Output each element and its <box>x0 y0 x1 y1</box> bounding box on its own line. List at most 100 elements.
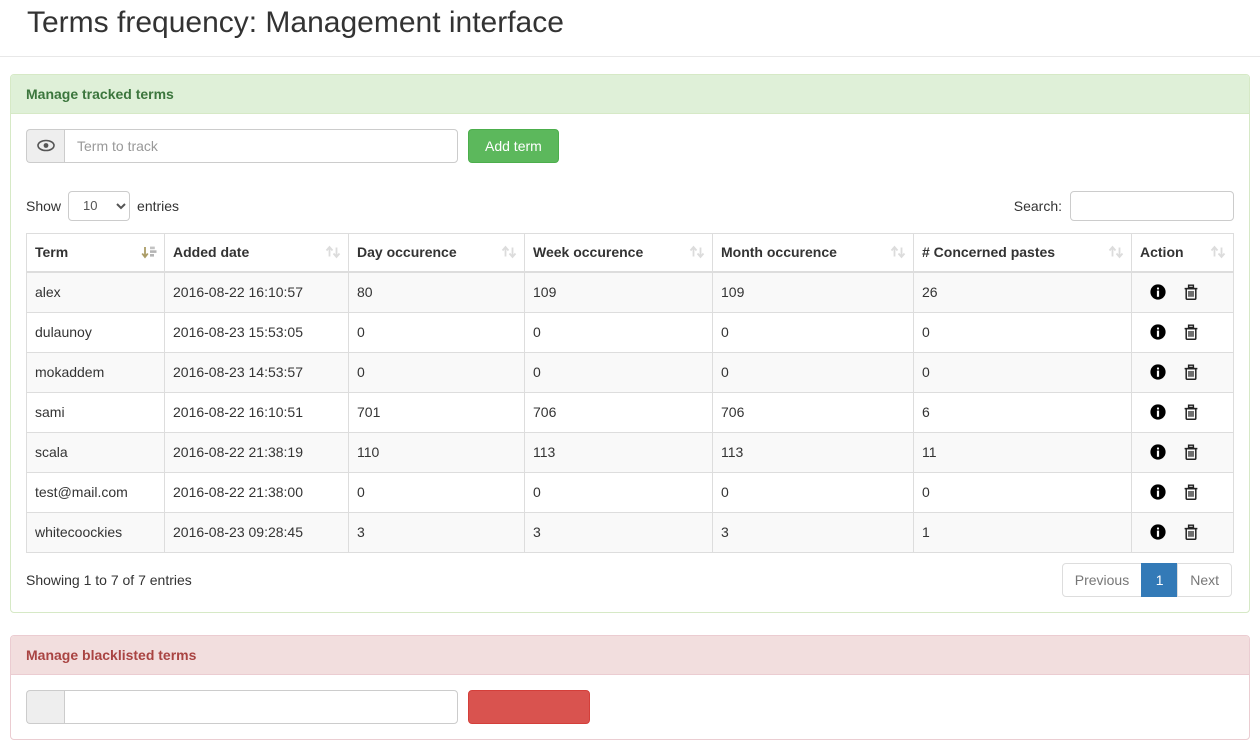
trash-icon[interactable] <box>1183 284 1199 300</box>
sort-both-icon <box>325 246 341 258</box>
sort-both-icon <box>501 246 517 258</box>
cell-month: 3 <box>712 511 914 553</box>
tracked-terms-panel-body: Add term Show 10 entries Search: <box>11 114 1249 612</box>
column-header-concerned-pastes[interactable]: # Concerned pastes <box>913 232 1132 273</box>
info-circle-icon[interactable] <box>1150 404 1166 420</box>
table-row: mokaddem 2016-08-23 14:53:57 0 0 0 0 <box>26 351 1234 393</box>
cell-week: 113 <box>524 431 713 473</box>
blacklist-term-button[interactable] <box>468 689 590 724</box>
trash-icon[interactable] <box>1183 364 1199 380</box>
cell-term: whitecoockies <box>26 511 165 553</box>
cell-term: sami <box>26 391 165 433</box>
datatable-footer: Showing 1 to 7 of 7 entries Previous 1 N… <box>26 562 1234 597</box>
cell-term: mokaddem <box>26 351 165 393</box>
cell-day: 701 <box>348 391 525 433</box>
title-divider <box>0 55 1260 57</box>
column-header-term[interactable]: Term <box>26 232 165 273</box>
cell-action <box>1131 311 1234 353</box>
tracked-terms-panel: Manage tracked terms Add term Show 10 en… <box>10 73 1250 613</box>
cell-month: 706 <box>712 391 914 433</box>
cell-week: 706 <box>524 391 713 433</box>
trash-icon[interactable] <box>1183 404 1199 420</box>
pagination-next[interactable]: Next <box>1177 562 1232 597</box>
trash-icon[interactable] <box>1183 484 1199 500</box>
entries-label: entries <box>137 197 180 214</box>
datatable-controls: Show 10 entries Search: <box>26 190 1234 221</box>
cell-pastes: 0 <box>913 351 1132 393</box>
cell-term: alex <box>26 271 165 313</box>
cell-pastes: 11 <box>913 431 1132 473</box>
cell-added: 2016-08-22 16:10:51 <box>164 391 349 433</box>
add-term-button[interactable]: Add term <box>468 128 559 163</box>
term-input-group <box>26 128 458 163</box>
tracked-terms-panel-header: Manage tracked terms <box>11 74 1249 114</box>
trash-icon[interactable] <box>1183 324 1199 340</box>
table-search-input[interactable] <box>1070 190 1234 221</box>
blacklisted-terms-panel-body <box>11 675 1249 739</box>
page-title: Terms frequency: Management interface <box>27 6 564 39</box>
eye-icon <box>26 128 64 163</box>
cell-added: 2016-08-23 14:53:57 <box>164 351 349 393</box>
cell-action <box>1131 471 1234 513</box>
show-label: Show <box>26 197 62 214</box>
cell-day: 0 <box>348 311 525 353</box>
info-circle-icon[interactable] <box>1150 284 1166 300</box>
column-header-week-occurence[interactable]: Week occurence <box>524 232 713 273</box>
cell-pastes: 0 <box>913 311 1132 353</box>
info-circle-icon[interactable] <box>1150 524 1166 540</box>
table-row: alex 2016-08-22 16:10:57 80 109 109 26 <box>26 271 1234 313</box>
sort-both-icon <box>1108 246 1124 258</box>
addon-icon <box>26 689 64 724</box>
column-header-added-date[interactable]: Added date <box>164 232 349 273</box>
cell-month: 109 <box>712 271 914 313</box>
cell-term: scala <box>26 431 165 473</box>
column-header-month-occurence[interactable]: Month occurence <box>712 232 914 273</box>
blacklist-term-form <box>26 689 1234 724</box>
cell-action <box>1131 351 1234 393</box>
cell-action <box>1131 511 1234 553</box>
tracked-terms-table: Term Added date Day occurence Week occur… <box>26 232 1234 553</box>
term-to-track-input[interactable] <box>64 128 458 163</box>
cell-day: 0 <box>348 471 525 513</box>
cell-pastes: 0 <box>913 471 1132 513</box>
blacklist-input-group <box>26 689 458 724</box>
sort-both-icon <box>890 246 906 258</box>
cell-action <box>1131 431 1234 473</box>
table-row: sami 2016-08-22 16:10:51 701 706 706 6 <box>26 391 1234 433</box>
info-circle-icon[interactable] <box>1150 364 1166 380</box>
cell-added: 2016-08-22 21:38:00 <box>164 471 349 513</box>
blacklisted-terms-panel-header: Manage blacklisted terms <box>11 635 1249 675</box>
pagination-previous[interactable]: Previous <box>1061 562 1143 597</box>
pagination-page-1[interactable]: 1 <box>1141 562 1179 597</box>
table-info-text: Showing 1 to 7 of 7 entries <box>26 571 192 588</box>
cell-week: 3 <box>524 511 713 553</box>
info-circle-icon[interactable] <box>1150 444 1166 460</box>
cell-term: test@mail.com <box>26 471 165 513</box>
cell-pastes: 1 <box>913 511 1132 553</box>
sort-both-icon <box>1210 246 1226 258</box>
cell-week: 109 <box>524 271 713 313</box>
sort-both-icon <box>689 246 705 258</box>
cell-action <box>1131 391 1234 433</box>
table-row: dulaunoy 2016-08-23 15:53:05 0 0 0 0 <box>26 311 1234 353</box>
trash-icon[interactable] <box>1183 524 1199 540</box>
sort-ascending-icon <box>141 245 157 258</box>
column-header-action[interactable]: Action <box>1131 232 1234 273</box>
cell-month: 113 <box>712 431 914 473</box>
table-row: scala 2016-08-22 21:38:19 110 113 113 11 <box>26 431 1234 473</box>
cell-added: 2016-08-23 15:53:05 <box>164 311 349 353</box>
page-length-select[interactable]: 10 <box>68 190 131 221</box>
cell-added: 2016-08-22 16:10:57 <box>164 271 349 313</box>
search-label: Search: <box>1013 197 1062 214</box>
table-row: whitecoockies 2016-08-23 09:28:45 3 3 3 1 <box>26 511 1234 553</box>
cell-day: 3 <box>348 511 525 553</box>
info-circle-icon[interactable] <box>1150 324 1166 340</box>
info-circle-icon[interactable] <box>1150 484 1166 500</box>
cell-day: 80 <box>348 271 525 313</box>
term-to-blacklist-input[interactable] <box>64 689 458 724</box>
cell-week: 0 <box>524 311 713 353</box>
cell-action <box>1131 271 1234 313</box>
column-header-day-occurence[interactable]: Day occurence <box>348 232 525 273</box>
cell-month: 0 <box>712 351 914 393</box>
trash-icon[interactable] <box>1183 444 1199 460</box>
